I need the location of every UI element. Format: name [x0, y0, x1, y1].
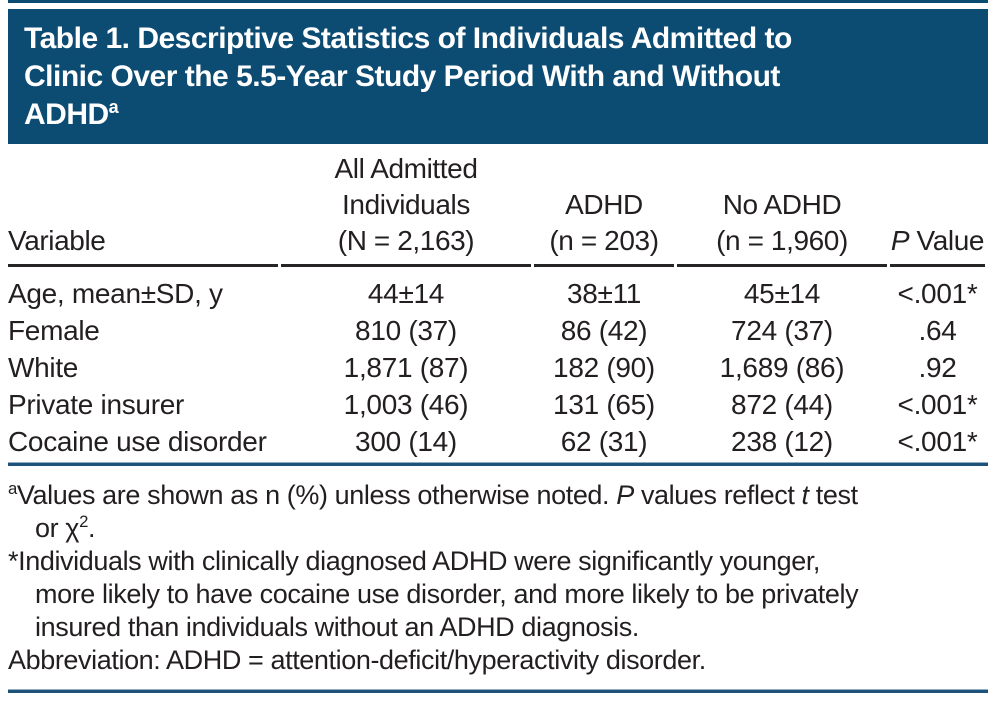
table-bottom-separator-line — [8, 462, 988, 466]
table-row-white: White 1,871 (87) 182 (90) 1,689 (86) .92 — [8, 347, 985, 384]
cell-variable: Age, mean±SD, y — [8, 278, 223, 309]
cell-all-admitted: 810 (37) — [355, 315, 457, 346]
cell-adhd: 86 (42) — [560, 315, 648, 346]
footnote-a: aValues are shown as n (%) unless otherw… — [8, 479, 858, 543]
cell-p-value: .92 — [918, 352, 957, 383]
cell-no-adhd: 1,689 (86) — [719, 352, 845, 383]
footnote-abbreviation: Abbreviation: ADHD = attention-deficit/h… — [8, 645, 706, 675]
cell-p-value: .64 — [918, 315, 957, 346]
table-title-line-3: ADHDa — [24, 97, 119, 131]
cell-p-value: <.001* — [897, 389, 978, 420]
cell-adhd: 131 (65) — [553, 389, 655, 420]
cell-p-value: <.001* — [897, 426, 978, 457]
cell-variable: Female — [8, 315, 100, 346]
cell-p-value: <.001* — [897, 278, 978, 309]
cell-adhd: 62 (31) — [560, 426, 648, 457]
column-header-variable: Variable — [8, 151, 278, 267]
cell-variable: Cocaine use disorder — [8, 426, 267, 457]
figure-bottom-border-line — [8, 689, 988, 693]
cell-all-admitted: 300 (14) — [355, 426, 457, 457]
table-row-female: Female 810 (37) 86 (42) 724 (37) .64 — [8, 310, 985, 347]
column-header-adhd: ADHD (n = 203) — [534, 151, 674, 267]
cell-no-adhd: 872 (44) — [731, 389, 833, 420]
cell-adhd: 182 (90) — [553, 352, 655, 383]
cell-no-adhd: 45±14 — [743, 278, 821, 309]
top-border-line — [8, 0, 988, 3]
table-row-cocaine-use-disorder: Cocaine use disorder 300 (14) 62 (31) 23… — [8, 421, 985, 458]
cell-variable: White — [8, 352, 79, 383]
table-row-private-insurer: Private insurer 1,003 (46) 131 (65) 872 … — [8, 384, 985, 421]
cell-adhd: 38±11 — [566, 278, 642, 309]
column-header-p-value: P Value — [890, 151, 985, 267]
table-row-age: Age, mean±SD, y 44±14 38±11 45±14 <.001* — [8, 267, 985, 310]
column-header-no-adhd: No ADHD (n = 1,960) — [677, 151, 887, 267]
cell-no-adhd: 238 (12) — [731, 426, 833, 457]
table-title-box: Table 1. Descriptive Statistics of Indiv… — [8, 9, 988, 144]
cell-all-admitted: 1,871 (87) — [343, 352, 469, 383]
footnote-asterisk: *Individuals with clinically diagnosed A… — [8, 546, 859, 642]
cell-all-admitted: 1,003 (46) — [343, 389, 469, 420]
table-title-line-1: Table 1. Descriptive Statistics of Indiv… — [24, 22, 792, 55]
descriptive-statistics-table: Variable All Admitted Individuals (N = 2… — [5, 151, 988, 458]
header-row: Variable All Admitted Individuals (N = 2… — [8, 151, 985, 267]
cell-all-admitted: 44±14 — [367, 278, 445, 309]
table-footnotes: aValues are shown as n (%) unless otherw… — [8, 479, 988, 677]
cell-variable: Private insurer — [8, 389, 185, 420]
cell-no-adhd: 724 (37) — [731, 315, 833, 346]
column-header-all-admitted: All Admitted Individuals (N = 2,163) — [281, 151, 531, 267]
table-title-line-2: Clinic Over the 5.5-Year Study Period Wi… — [24, 60, 780, 93]
